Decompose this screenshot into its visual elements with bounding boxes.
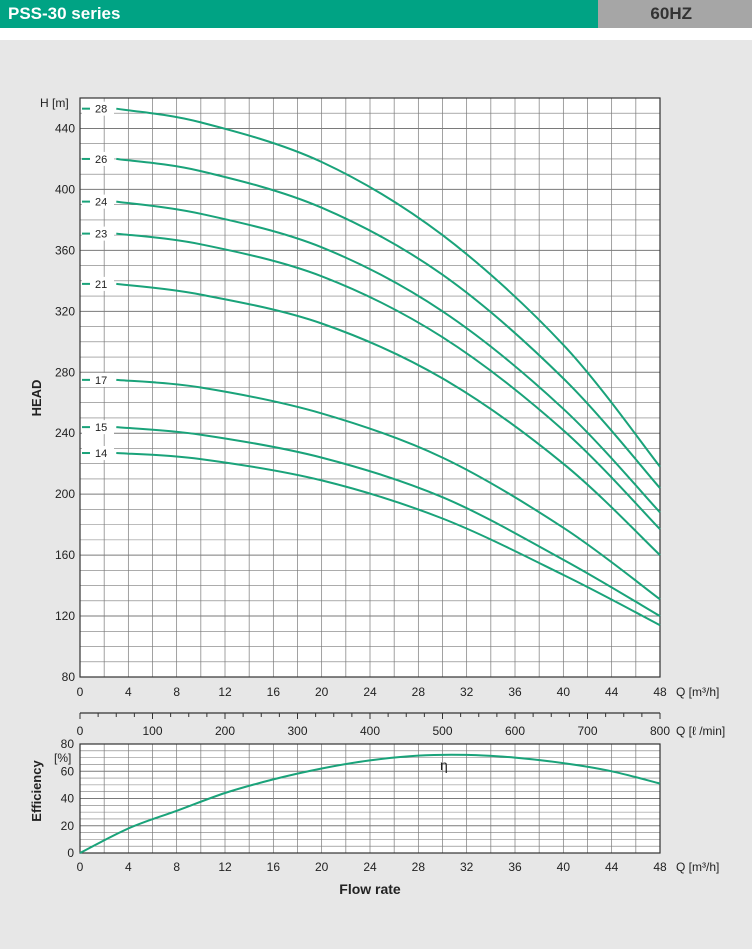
- head-y-tick-label: 240: [55, 426, 75, 440]
- head-x-tick-label: 40: [557, 685, 571, 699]
- head-x-tick-label: 4: [125, 685, 132, 699]
- secondary-x-tick-label: 600: [505, 724, 525, 738]
- efficiency-chart-curves: [79, 753, 661, 854]
- efficiency-x-tick-label: 0: [77, 860, 84, 874]
- efficiency-x-tick-label: 20: [315, 860, 329, 874]
- secondary-x-tick-label: 100: [142, 724, 162, 738]
- head-y-tick-label: 440: [55, 121, 75, 135]
- efficiency-x-tick-label: 44: [605, 860, 619, 874]
- efficiency-x-tick-label: 36: [508, 860, 522, 874]
- head-y-unit: H [m]: [40, 96, 69, 110]
- efficiency-x-tick-label: 40: [557, 860, 571, 874]
- secondary-x-tick-label: 200: [215, 724, 235, 738]
- efficiency-y-axis-title: Efficiency: [29, 760, 44, 822]
- head-x-tick-label: 24: [363, 685, 377, 699]
- head-y-tick-label: 280: [55, 365, 75, 379]
- head-y-tick-label: 80: [62, 670, 76, 684]
- efficiency-x-tick-label: 12: [218, 860, 232, 874]
- secondary-x-tick-label: 0: [77, 724, 84, 738]
- efficiency-chart-grid: [79, 743, 661, 854]
- head-curve-15: [116, 426, 661, 617]
- efficiency-x-tick-label: 8: [173, 860, 180, 874]
- efficiency-y-tick-label: 60: [61, 764, 75, 778]
- stage-label-21: 21: [95, 279, 107, 291]
- head-x-tick-label: 8: [173, 685, 180, 699]
- head-plot-frame: [79, 97, 661, 678]
- efficiency-y-tick-label: 20: [61, 819, 75, 833]
- stage-label-bg: [82, 226, 114, 241]
- head-x-tick-label: 12: [218, 685, 232, 699]
- head-x-tick-label: 36: [508, 685, 522, 699]
- head-y-tick-label: 320: [55, 304, 75, 318]
- head-x-tick-label: 28: [412, 685, 426, 699]
- efficiency-x-unit: Q [m³/h]: [676, 860, 719, 874]
- series-title: PSS-30 series: [8, 4, 121, 23]
- secondary-x-tick-label: 400: [360, 724, 380, 738]
- efficiency-series-label: η: [440, 757, 448, 773]
- head-x-tick-label: 20: [315, 685, 329, 699]
- head-x-tick-label: 48: [653, 685, 667, 699]
- secondary-x-unit: Q [ℓ /min]: [676, 724, 725, 738]
- frequency-box: 60HZ: [598, 0, 752, 28]
- head-y-tick-label: 400: [55, 182, 75, 196]
- efficiency-plot-frame: [79, 743, 661, 854]
- stage-label-bg: [82, 194, 114, 209]
- stage-label-28: 28: [95, 104, 107, 116]
- stage-label-bg: [82, 446, 114, 461]
- head-y-tick-label: 200: [55, 487, 75, 501]
- head-curve-14: [116, 452, 661, 627]
- stage-label-26: 26: [95, 154, 107, 166]
- secondary-flow-axis: 0 100 200 300 400 500 600 700 800: [77, 712, 670, 738]
- secondary-x-tick-label: 500: [432, 724, 452, 738]
- efficiency-x-tick-label: 32: [460, 860, 474, 874]
- head-x-tick-label: 16: [267, 685, 281, 699]
- efficiency-y-tick-label: 0: [67, 846, 74, 860]
- stage-label-bg: [82, 101, 114, 116]
- head-curve-24: [116, 200, 661, 514]
- secondary-x-tick-label: 800: [650, 724, 670, 738]
- header-bar: PSS-30 series 60HZ: [0, 0, 752, 28]
- efficiency-x-tick-label: 48: [653, 860, 667, 874]
- head-y-tick-label: 120: [55, 609, 75, 623]
- efficiency-x-tick-label: 16: [267, 860, 281, 874]
- head-curve-17: [116, 378, 661, 601]
- efficiency-y-tick-label: 80: [61, 737, 75, 751]
- stage-label-bg: [82, 420, 114, 435]
- head-x-unit: Q [m³/h]: [676, 685, 719, 699]
- head-y-tick-label: 360: [55, 243, 75, 257]
- stage-label-14: 14: [95, 448, 107, 460]
- efficiency-x-tick-label: 24: [363, 860, 377, 874]
- head-chart-curves: [116, 107, 661, 627]
- efficiency-x-axis-title: Flow rate: [339, 881, 401, 897]
- stage-label-24: 24: [95, 197, 107, 209]
- stage-label-bg: [82, 151, 114, 166]
- efficiency-x-tick-label: 28: [412, 860, 426, 874]
- head-x-tick-label: 0: [77, 685, 84, 699]
- stage-label-bg: [82, 276, 114, 291]
- efficiency-curve: [79, 753, 661, 854]
- stage-label-15: 15: [95, 422, 107, 434]
- stage-label-bg: [82, 372, 114, 387]
- head-y-tick-label: 160: [55, 548, 75, 562]
- head-curve-28: [116, 107, 661, 468]
- secondary-x-tick-label: 700: [577, 724, 597, 738]
- head-x-tick-label: 32: [460, 685, 474, 699]
- head-curve-23: [116, 232, 661, 530]
- stage-label-23: 23: [95, 229, 107, 241]
- efficiency-y-tick-label: 40: [61, 792, 75, 806]
- head-y-axis-title: HEAD: [29, 380, 44, 417]
- frequency-label: 60HZ: [650, 4, 692, 23]
- stage-label-17: 17: [95, 375, 107, 387]
- head-curve-26: [116, 157, 661, 489]
- head-chart-grid: [79, 97, 661, 678]
- secondary-x-tick-label: 300: [287, 724, 307, 738]
- efficiency-x-tick-label: 4: [125, 860, 132, 874]
- head-curve-21: [116, 282, 661, 556]
- efficiency-y-unit: [%]: [54, 751, 71, 765]
- head-x-tick-label: 44: [605, 685, 619, 699]
